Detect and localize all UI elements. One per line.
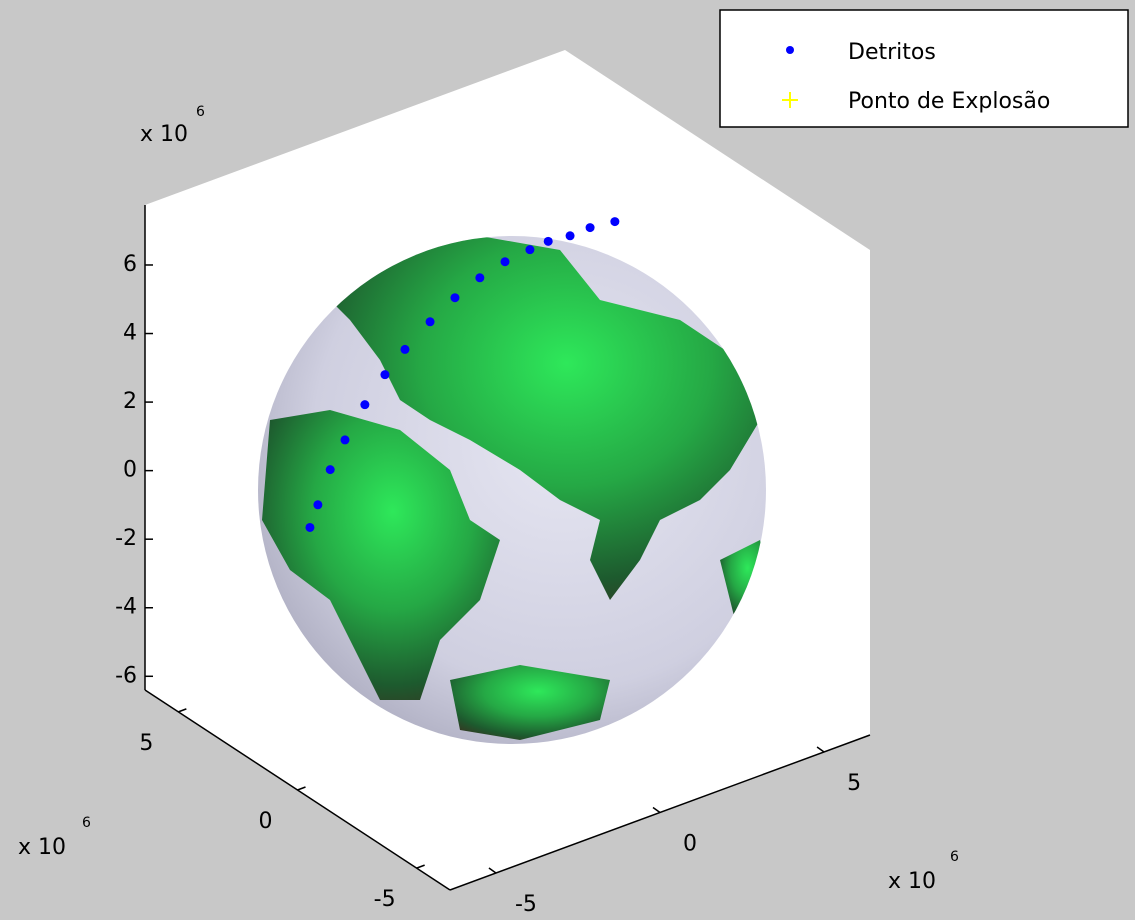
point	[400, 344, 410, 354]
x-tick	[488, 867, 497, 874]
legend-box	[719, 9, 1129, 128]
x-tick	[816, 746, 825, 753]
point	[340, 435, 350, 445]
z-tick-label: 4	[123, 321, 137, 346]
y-multiplier-power: 6	[82, 815, 91, 831]
point	[500, 257, 510, 267]
point	[450, 293, 460, 303]
y-tick	[416, 864, 425, 869]
y-tick-label: 0	[259, 809, 273, 834]
y-tick-label: 5	[139, 731, 153, 756]
y-multiplier: x 10	[18, 835, 66, 860]
legend-label: Detritos	[848, 40, 936, 65]
point	[313, 500, 323, 510]
point	[360, 400, 370, 410]
point	[305, 522, 315, 532]
point	[380, 370, 390, 380]
legend-label: Ponto de Explosão	[848, 89, 1050, 114]
land-eurasia	[330, 236, 760, 600]
legend-marker	[786, 46, 794, 54]
point	[543, 236, 553, 246]
x-multiplier-power: 6	[950, 849, 959, 865]
globe-land	[262, 236, 766, 740]
point	[565, 231, 575, 241]
y-tick	[178, 708, 187, 713]
x-tick-label: -5	[515, 892, 537, 917]
x-tick-label: 0	[683, 832, 697, 857]
x-multiplier: x 10	[888, 869, 936, 894]
z-tick-label: -2	[115, 526, 137, 551]
z-multiplier: x 10	[140, 122, 188, 147]
point	[425, 317, 435, 327]
point	[475, 273, 485, 283]
land-africa	[262, 410, 500, 700]
point	[325, 465, 335, 475]
point	[610, 217, 620, 227]
legend-marker	[782, 92, 798, 108]
z-tick-label: -4	[115, 595, 137, 620]
z-tick-label: -6	[115, 663, 137, 688]
x-tick	[652, 806, 661, 814]
point	[525, 245, 535, 255]
y-tick-label: -5	[374, 887, 396, 912]
z-tick-label: 2	[123, 389, 137, 414]
z-tick-label: 0	[123, 458, 137, 483]
globe	[258, 236, 766, 744]
x-tick-label: 5	[847, 771, 861, 796]
plot: -6 -4 -2 0 2 4 6 -5 0 5 -5 0 5	[115, 205, 871, 917]
z-multiplier-power: 6	[196, 104, 205, 120]
y-tick	[297, 786, 306, 791]
land-antarctica	[450, 665, 610, 740]
point	[585, 223, 595, 233]
z-tick-label: 6	[123, 252, 137, 277]
legend: Detritos Ponto de Explosão	[719, 9, 1129, 128]
